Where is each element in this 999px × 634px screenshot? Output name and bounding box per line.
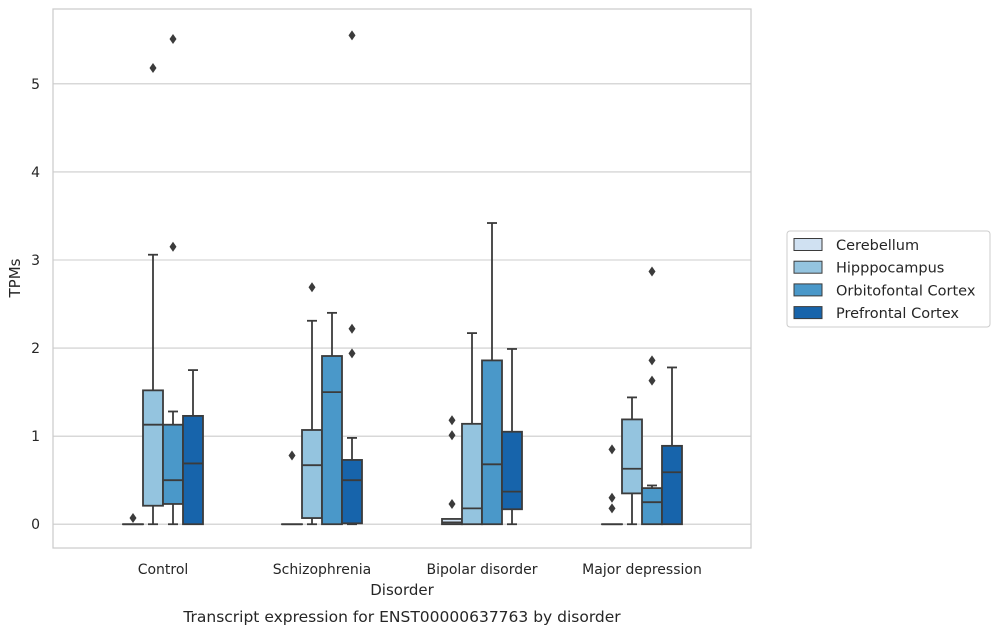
outlier-point xyxy=(648,266,656,277)
y-tick-label: 0 xyxy=(31,517,40,533)
box-orbitofontal-cortex xyxy=(641,266,663,526)
box-iqr xyxy=(301,429,323,519)
box-prefrontal-cortex xyxy=(661,366,683,526)
box-iqr xyxy=(621,418,643,495)
legend-label: Prefrontal Cortex xyxy=(836,306,959,322)
box-prefrontal-cortex xyxy=(501,348,523,526)
y-tick-label: 3 xyxy=(31,253,40,269)
box-iqr xyxy=(182,414,204,526)
box-iqr xyxy=(162,423,184,505)
box-hipppocampus xyxy=(142,63,164,526)
box-prefrontal-cortex xyxy=(341,30,363,526)
legend-swatch xyxy=(793,306,823,320)
plot-frame xyxy=(52,8,752,549)
box-hipppocampus xyxy=(461,332,483,526)
y-tick-labels: 0 1 2 3 4 5 xyxy=(31,77,40,533)
y-tick-label: 1 xyxy=(31,429,40,445)
legend-swatch xyxy=(793,260,823,274)
legend-swatch xyxy=(793,283,823,297)
box-hipppocampus xyxy=(301,282,323,526)
y-tick-label: 5 xyxy=(31,77,40,93)
y-axis-title: TPMs xyxy=(6,258,24,298)
x-tick-label: Bipolar disorder xyxy=(426,562,537,578)
box-cerebellum xyxy=(122,513,144,526)
outlier-point xyxy=(448,498,456,509)
outlier-point xyxy=(129,513,137,524)
outlier-point xyxy=(348,30,356,41)
y-tick-label: 2 xyxy=(31,341,40,357)
chart-caption: Transcript expression for ENST0000063776… xyxy=(182,608,621,626)
box-cerebellum xyxy=(441,415,463,526)
box-iqr xyxy=(142,389,164,507)
box-iqr xyxy=(481,359,503,526)
box-iqr xyxy=(641,487,663,526)
box-orbitofontal-cortex xyxy=(162,33,184,526)
outlier-point xyxy=(608,503,616,514)
box-groups xyxy=(122,30,683,526)
outlier-point xyxy=(308,282,316,293)
legend: Cerebellum Hipppocampus Orbitofontal Corte… xyxy=(786,230,991,328)
x-tick-labels: Control Schizophrenia Bipolar disorder Majo… xyxy=(138,562,702,578)
outlier-point xyxy=(288,450,296,461)
outlier-point xyxy=(348,323,356,334)
box-iqr xyxy=(661,444,683,526)
legend-label: Hipppocampus xyxy=(836,261,944,277)
legend-label: Cerebellum xyxy=(836,238,919,254)
x-tick-label: Schizophrenia xyxy=(273,562,371,578)
box-orbitofontal-cortex xyxy=(321,311,343,526)
outlier-point xyxy=(448,415,456,426)
legend-label: Orbitofontal Cortex xyxy=(836,283,976,299)
outlier-point xyxy=(608,444,616,455)
box-orbitofontal-cortex xyxy=(481,222,503,526)
x-tick-label: Major depression xyxy=(582,562,702,578)
legend-frame xyxy=(786,230,991,328)
y-tick-label: 4 xyxy=(31,165,40,181)
box-prefrontal-cortex xyxy=(182,369,204,526)
box-iqr xyxy=(321,355,343,526)
box-cerebellum xyxy=(281,450,303,526)
box-cerebellum xyxy=(601,444,623,526)
x-axis-title: Disorder xyxy=(370,581,434,599)
outlier-point xyxy=(348,348,356,359)
outlier-point xyxy=(648,375,656,386)
legend-swatch xyxy=(793,238,823,251)
box-iqr xyxy=(341,459,363,525)
outlier-point xyxy=(169,33,177,44)
outlier-point xyxy=(648,355,656,366)
box-iqr xyxy=(501,430,523,511)
outlier-point xyxy=(608,492,616,503)
box-hipppocampus xyxy=(621,396,643,526)
outlier-point xyxy=(169,241,177,252)
outlier-point xyxy=(149,63,157,74)
outlier-point xyxy=(448,430,456,441)
x-tick-label: Control xyxy=(138,562,189,578)
